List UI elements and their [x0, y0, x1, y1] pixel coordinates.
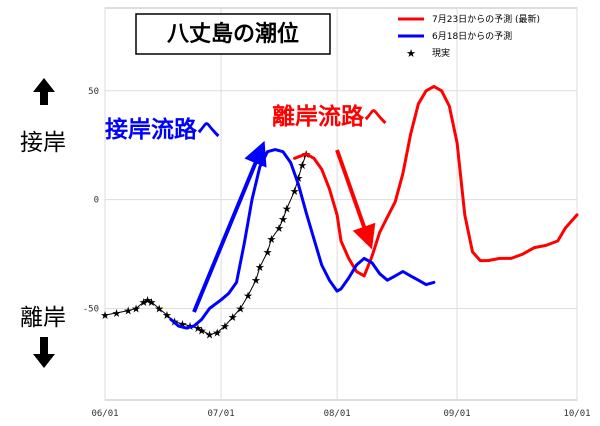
annotation-approach: 接岸流路へ [105, 116, 220, 143]
actual-point-star: ★ [193, 322, 203, 335]
actual-point-star: ★ [290, 185, 300, 198]
legend-label-latest: 7月23日からの予測 (最新) [432, 13, 540, 25]
actual-point-star: ★ [131, 303, 141, 316]
actual-point-star: ★ [139, 296, 149, 309]
actual-point-star: ★ [112, 307, 122, 320]
series-actual-line [104, 153, 307, 336]
actual-point-star: ★ [235, 303, 245, 316]
actual-point-star: ★ [220, 320, 230, 333]
actual-point-star: ★ [278, 213, 288, 226]
actual-point-star: ★ [197, 324, 207, 337]
actual-point-star: ★ [282, 202, 292, 215]
x-tick-label: 07/01 [208, 409, 235, 419]
x-tick-label: 08/01 [324, 409, 351, 419]
y-tick-label: -50 [83, 305, 99, 315]
actual-point-star: ★ [162, 309, 172, 322]
actual-point-star: ★ [177, 318, 187, 331]
actual-point-star: ★ [274, 222, 284, 235]
actual-point-star: ★ [205, 329, 215, 342]
actual-point-star: ★ [100, 309, 110, 322]
actual-point-star: ★ [251, 274, 261, 287]
actual-point-star: ★ [255, 261, 265, 274]
actual-point-star: ★ [146, 296, 156, 309]
x-tick-label: 06/01 [91, 409, 118, 419]
plot-area [104, 7, 578, 401]
y-tick-labels: 50 0 -50 [83, 87, 99, 315]
chart-title: 八丈島の潮位 [167, 21, 299, 47]
blue-approach-arrow [192, 140, 267, 313]
actual-point-star: ★ [228, 311, 238, 324]
y-tick-label: 0 [94, 196, 99, 206]
legend: 7月23日からの予測 (最新) 6月18日からの予測 ★ 現実 [398, 13, 540, 60]
actual-point-star: ★ [212, 327, 222, 340]
actual-point-star: ★ [143, 294, 153, 307]
grid [104, 8, 578, 400]
shore-up-arrow-icon [33, 78, 55, 105]
legend-label-actual: 現実 [432, 47, 450, 59]
shore-offshore-label: 離岸 [20, 305, 66, 331]
y-tick-label: 50 [88, 87, 99, 97]
x-tick-label: 09/01 [444, 409, 471, 419]
chart-title-box [135, 13, 331, 55]
legend-star-icon: ★ [406, 47, 416, 60]
series-june-forecast-line [169, 148, 436, 330]
series-layer: ★ ★ ★★★★★★★★★★★★★★★★★★★★★★★★★★★★★ [100, 84, 579, 342]
shore-down-arrow-icon [33, 337, 55, 368]
x-tick-label: 10/01 [563, 409, 590, 419]
actual-point-star: ★ [243, 290, 253, 303]
actual-point-star: ★ [154, 303, 164, 316]
legend-label-june: 6月18日からの予測 [432, 30, 512, 42]
actual-point-star: ★ [297, 159, 307, 172]
shore-approach-label: 接岸 [20, 130, 66, 156]
annotation-offshore: 離岸流路へ [272, 103, 387, 130]
actual-point-star: ★ [263, 246, 273, 259]
red-offshore-arrow [335, 149, 376, 250]
x-tick-labels: 06/01 07/01 08/01 09/01 10/01 [91, 409, 590, 419]
actual-point-star: ★ [123, 305, 133, 318]
actual-point-star: ★ [266, 233, 276, 246]
actual-point-star: ★ [293, 172, 303, 185]
series-latest-forecast-line [293, 84, 579, 278]
